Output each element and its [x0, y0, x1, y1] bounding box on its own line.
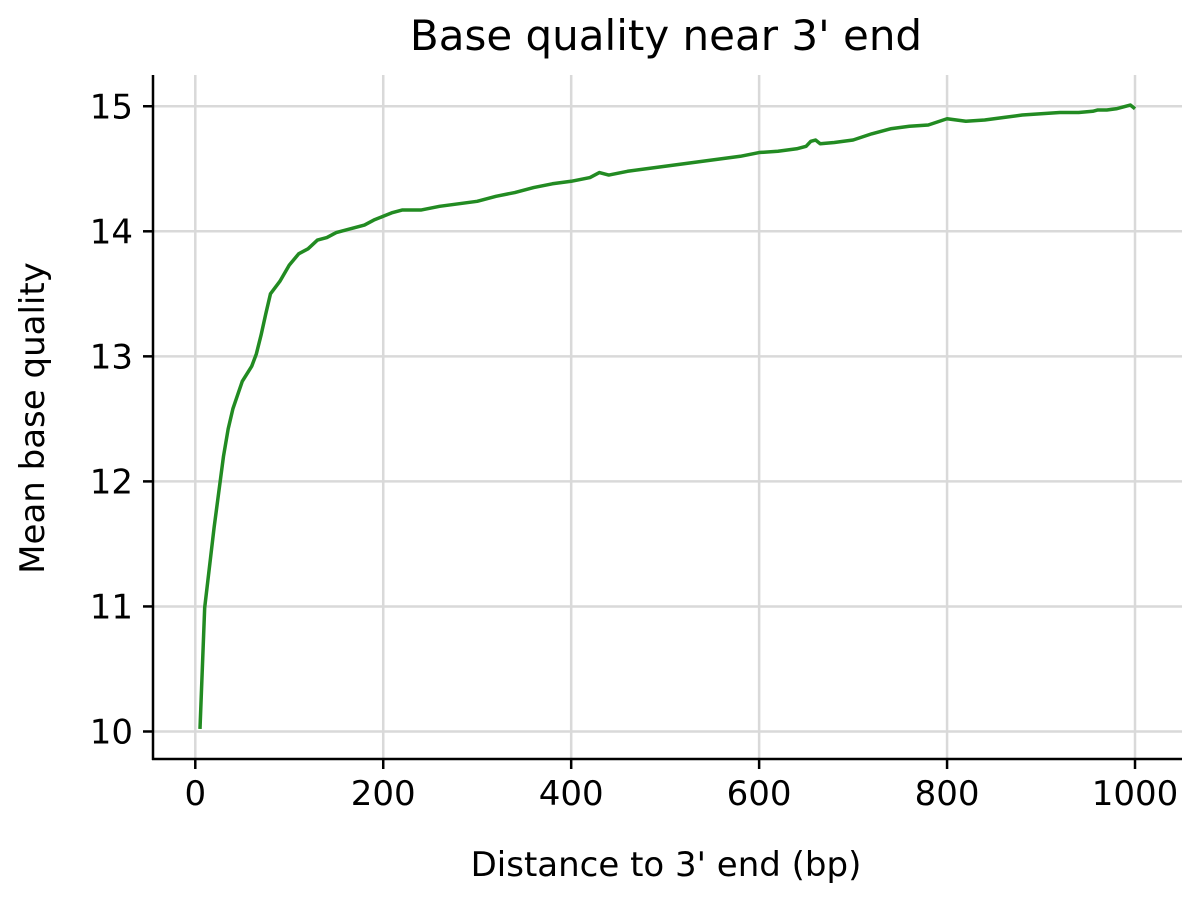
y-axis-title: Mean base quality [13, 262, 53, 574]
y-tick-label: 14 [90, 212, 133, 252]
y-tick-label: 15 [90, 87, 133, 127]
y-tick-label: 11 [90, 587, 133, 627]
x-tick-label: 600 [727, 774, 792, 814]
x-tick-label: 1000 [1092, 774, 1179, 814]
plot-area [198, 103, 1137, 730]
axes [143, 75, 1182, 769]
x-tick-label: 400 [539, 774, 604, 814]
y-tick-label: 13 [90, 337, 133, 377]
x-axis-title: Distance to 3' end (bp) [471, 845, 862, 885]
tick-labels: 0 200 400 600 800 1000 10 11 12 13 14 15 [90, 87, 1179, 814]
series-line [198, 103, 1137, 730]
y-tick-label: 12 [90, 462, 133, 502]
x-tick-label: 0 [184, 774, 206, 814]
chart-title: Base quality near 3' end [410, 11, 922, 60]
y-tick-label: 10 [90, 712, 133, 752]
x-tick-label: 200 [351, 774, 416, 814]
grid-lines [153, 75, 1182, 759]
x-tick-label: 800 [915, 774, 980, 814]
